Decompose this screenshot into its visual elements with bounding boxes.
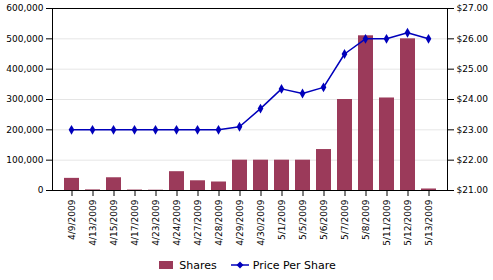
svg-text:4/30/2009: 4/30/2009 bbox=[256, 199, 266, 245]
svg-text:$22.00: $22.00 bbox=[457, 155, 489, 165]
svg-text:5/11/2009: 5/11/2009 bbox=[382, 199, 392, 245]
svg-text:4/28/2009: 4/28/2009 bbox=[214, 199, 224, 245]
svg-text:400,000: 400,000 bbox=[6, 64, 43, 74]
svg-text:100,000: 100,000 bbox=[6, 155, 43, 165]
svg-text:5/12/2009: 5/12/2009 bbox=[403, 199, 413, 245]
svg-text:5/13/2009: 5/13/2009 bbox=[424, 199, 434, 245]
html-text:Shares: Shares bbox=[179, 258, 217, 272]
svg-text:4/27/2009: 4/27/2009 bbox=[193, 199, 203, 245]
svg-text:$24.00: $24.00 bbox=[457, 94, 489, 104]
svg-text:$25.00: $25.00 bbox=[457, 64, 489, 74]
svg-text:5/1/2009: 5/1/2009 bbox=[277, 199, 287, 240]
svg-text:0: 0 bbox=[38, 185, 44, 195]
svg-text:5/8/2009: 5/8/2009 bbox=[361, 199, 371, 240]
svg-text:4/17/2009: 4/17/2009 bbox=[130, 199, 140, 245]
svg-text:$23.00: $23.00 bbox=[457, 125, 489, 135]
svg-text:$27.00: $27.00 bbox=[457, 3, 489, 13]
svg-text:300,000: 300,000 bbox=[6, 94, 43, 104]
svg-text:4/29/2009: 4/29/2009 bbox=[235, 199, 245, 245]
svg-text:4/23/2009: 4/23/2009 bbox=[151, 199, 161, 245]
svg-text:4/9/2009: 4/9/2009 bbox=[67, 199, 77, 240]
svg-text:4/15/2009: 4/15/2009 bbox=[109, 199, 119, 245]
svg-text:500,000: 500,000 bbox=[6, 34, 43, 44]
svg-text:$21.00: $21.00 bbox=[457, 185, 489, 195]
svg-text:5/6/2009: 5/6/2009 bbox=[319, 199, 329, 240]
svg-text:5/7/2009: 5/7/2009 bbox=[340, 199, 350, 240]
svg-text:5/5/2009: 5/5/2009 bbox=[298, 199, 308, 240]
html-text:Price Per Share: Price Per Share bbox=[252, 258, 336, 272]
svg-text:600,000: 600,000 bbox=[6, 3, 43, 13]
svg-text:$26.00: $26.00 bbox=[457, 34, 489, 44]
svg-text:4/24/2009: 4/24/2009 bbox=[172, 199, 182, 245]
svg-text:4/13/2009: 4/13/2009 bbox=[88, 199, 98, 245]
svg-text:200,000: 200,000 bbox=[6, 125, 43, 135]
